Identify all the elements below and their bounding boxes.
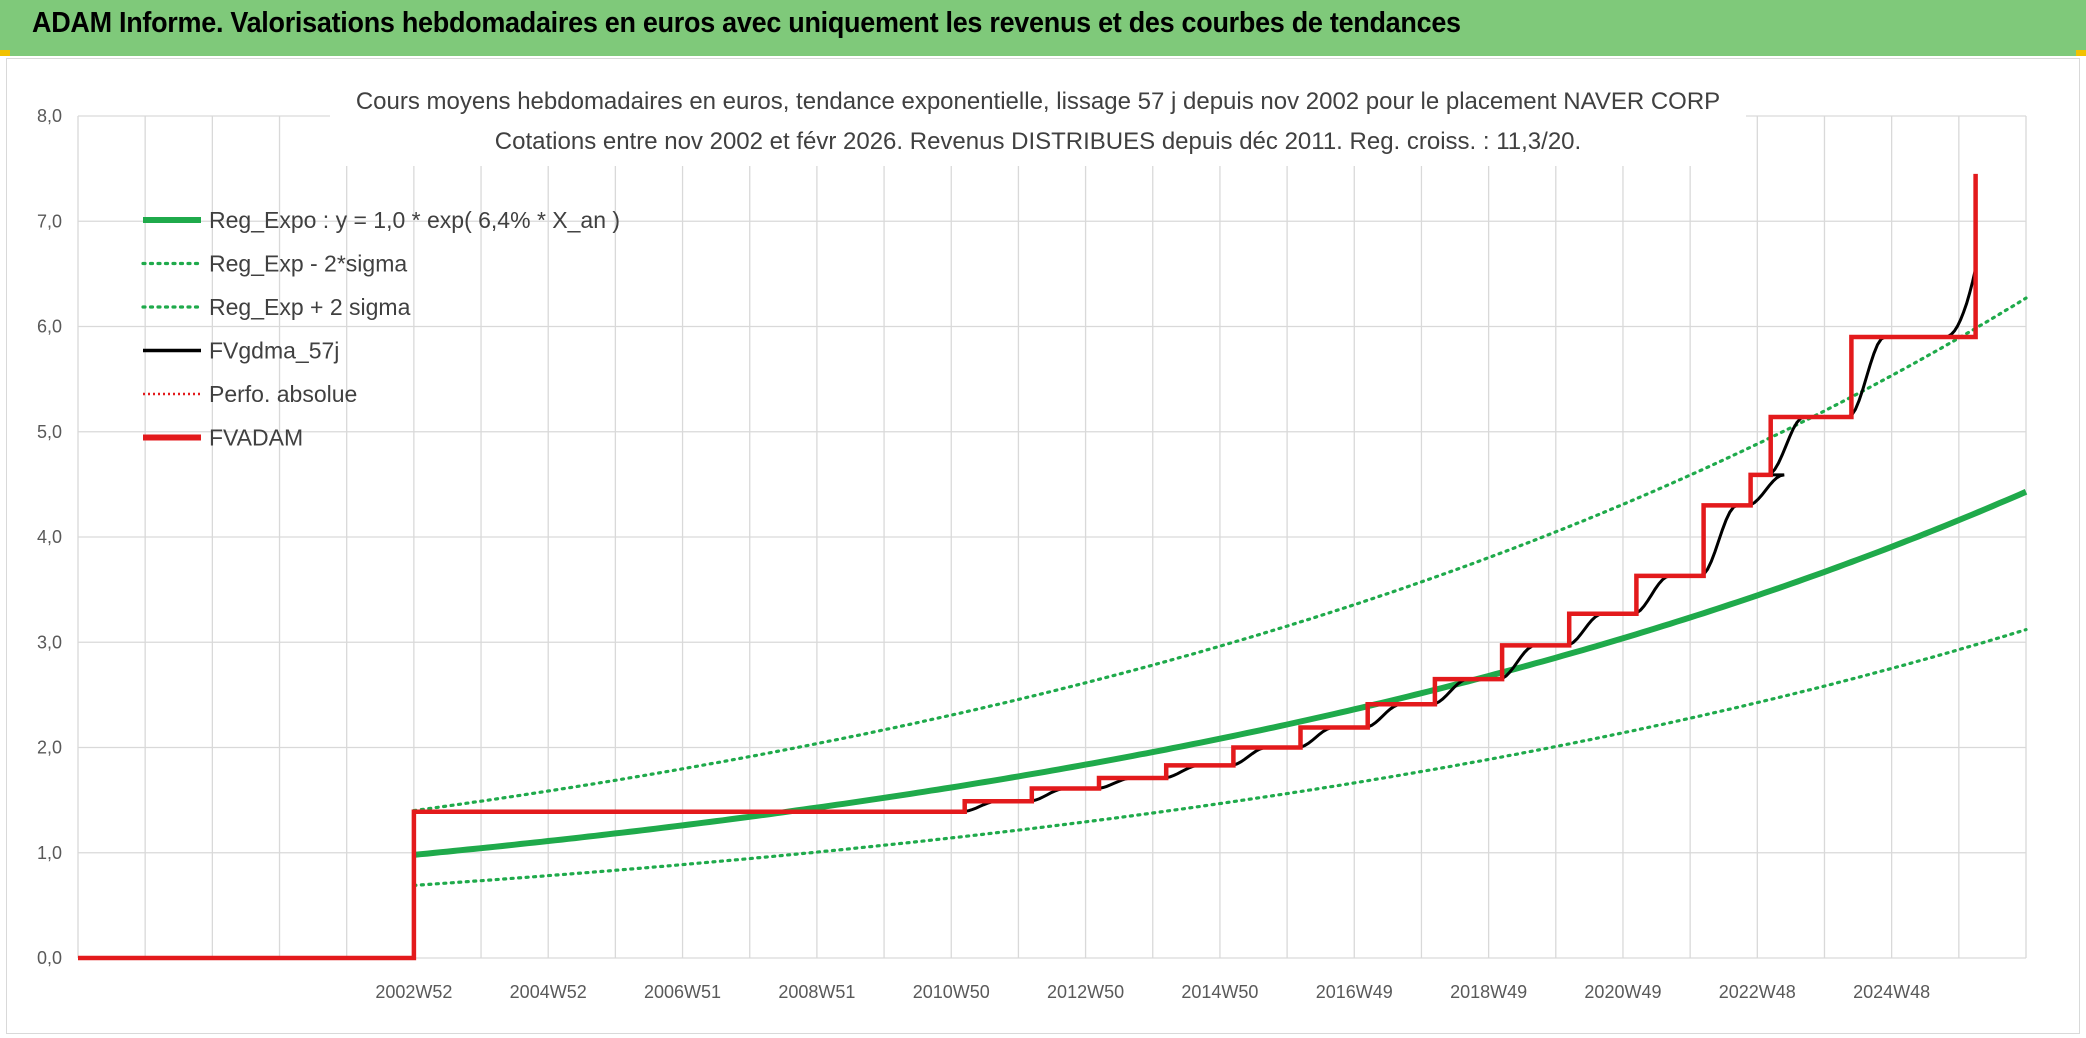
y-tick-label: 4,0 [37, 527, 62, 547]
title-background [330, 82, 1746, 166]
series-line-sigma [412, 628, 2028, 887]
axis-layer: 0,0 1,0 2,0 3,0 4,0 5,0 6,0 7,0 8,0 2002W52 2004W5… [37, 106, 1930, 1002]
x-tick-label: 2008W51 [778, 982, 855, 1002]
y-tick-label: 6,0 [37, 317, 62, 337]
series-line-fvadam [78, 173, 1978, 961]
x-tick-label: 2006W51 [644, 982, 721, 1002]
legend: Reg_Expo : y = 1,0 * exp( 6,4% * X_an ) R… [141, 207, 620, 451]
corner-accent-top-right [2076, 50, 2086, 56]
corner-accent-top-left [0, 50, 10, 56]
legend-label: Reg_Exp - 2*sigma [209, 251, 407, 277]
chart-title-line2: Cotations entre nov 2002 et févr 2026. R… [495, 128, 1581, 155]
x-tick-label: 2018W49 [1450, 982, 1527, 1002]
x-tick-label: 2014W50 [1181, 982, 1258, 1002]
x-tick-label: 2024W48 [1853, 982, 1930, 1002]
report-header: ADAM Informe. Valorisations hebdomadaire… [0, 0, 2086, 56]
x-tick-label: 2016W49 [1316, 982, 1393, 1002]
y-tick-label: 3,0 [37, 632, 62, 652]
series-layer [78, 173, 2028, 961]
grid-layer [77, 115, 2027, 959]
y-tick-label: 8,0 [37, 106, 62, 126]
series-line-fvgdma [78, 268, 1978, 960]
x-tick-label: 2002W52 [375, 982, 452, 1002]
y-tick-label: 0,0 [37, 948, 62, 968]
x-tick-label: 2012W50 [1047, 982, 1124, 1002]
x-tick-label: 2020W49 [1584, 982, 1661, 1002]
x-tick-label: 2022W48 [1719, 982, 1796, 1002]
x-tick-label: 2010W50 [913, 982, 990, 1002]
report-title: ADAM Informe. Valorisations hebdomadaire… [32, 7, 1461, 39]
legend-label: Reg_Exp + 2 sigma [209, 294, 411, 320]
legend-label: FVADAM [209, 425, 303, 451]
series-line-reg-expo [413, 488, 2028, 858]
legend-label: Perfo. absolue [209, 381, 357, 407]
series-line-sigma [412, 296, 2028, 813]
y-tick-label: 2,0 [37, 738, 62, 758]
legend-label: FVgdma_57j [209, 338, 339, 364]
y-tick-label: 5,0 [37, 422, 62, 442]
x-tick-label: 2004W52 [510, 982, 587, 1002]
chart-title-line1: Cours moyens hebdomadaires en euros, ten… [356, 88, 1720, 115]
y-tick-label: 7,0 [37, 211, 62, 231]
legend-label: Reg_Expo : y = 1,0 * exp( 6,4% * X_an ) [209, 207, 620, 233]
y-tick-label: 1,0 [37, 843, 62, 863]
chart-frame [6, 58, 2080, 1034]
